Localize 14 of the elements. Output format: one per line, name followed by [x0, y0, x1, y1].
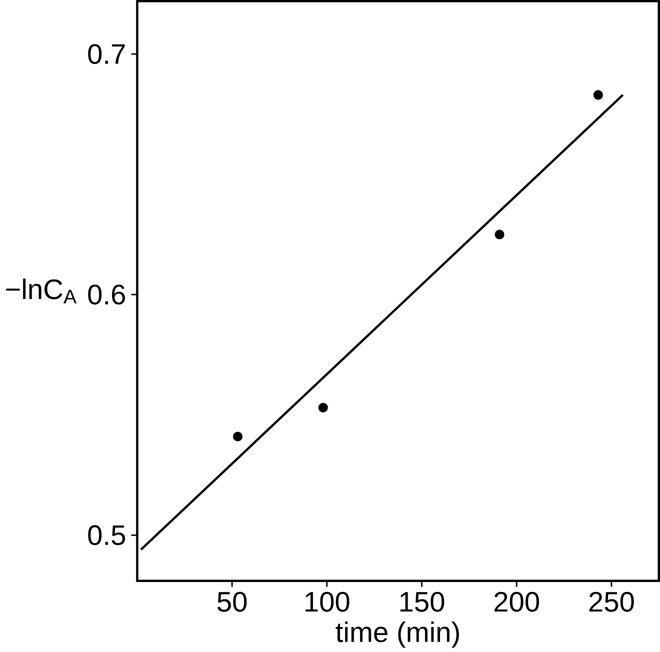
y-tick-label: 0.7 [88, 44, 125, 64]
x-axis-title: time (min) [336, 621, 459, 648]
x-tick-label: 150 [400, 592, 444, 612]
point [593, 90, 603, 100]
point [494, 229, 504, 240]
y-tick-label: 0.6 [88, 284, 125, 304]
y-tick-label: 0.5 [88, 524, 126, 545]
x-tick-label: 50 [218, 592, 247, 612]
x-tick-label: 200 [494, 592, 540, 612]
x-tick-label: 100 [306, 592, 350, 612]
x-tick-label: 250 [589, 592, 634, 612]
point [318, 402, 328, 412]
y-axis-title: −lnC$_{A}$ [6, 278, 77, 304]
point [232, 431, 243, 442]
